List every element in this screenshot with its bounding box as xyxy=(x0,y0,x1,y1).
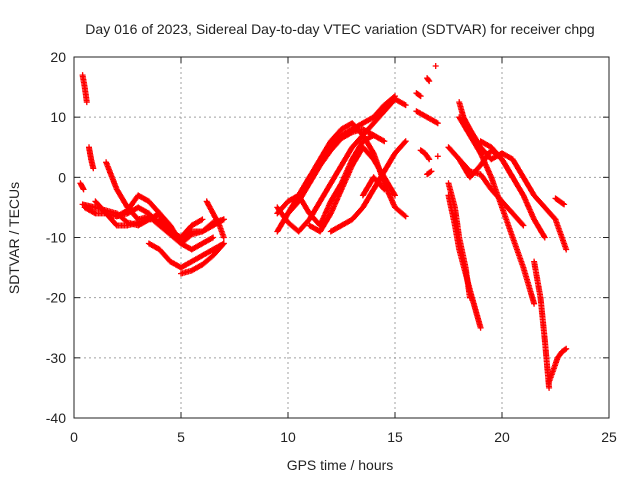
y-tick-label: -30 xyxy=(46,350,66,366)
y-tick-label: 10 xyxy=(50,109,66,125)
grid-lines xyxy=(74,57,609,418)
x-tick-label: 25 xyxy=(601,429,617,445)
y-tick-label: -20 xyxy=(46,290,66,306)
x-tick-label: 10 xyxy=(280,429,296,445)
data-marks xyxy=(77,63,570,391)
series-arc-01 xyxy=(79,72,90,106)
x-tick-label: 15 xyxy=(387,429,403,445)
series-arc-23 xyxy=(413,108,441,127)
y-tick-label: -10 xyxy=(46,230,66,246)
y-tick-label: -40 xyxy=(46,410,66,426)
series-arc-35 xyxy=(546,345,570,385)
chart-title: Day 016 of 2023, Sidereal Day-to-day VTE… xyxy=(85,21,594,37)
series-arc-13 xyxy=(274,96,409,235)
series-arc-22 xyxy=(432,63,439,69)
x-tick-label: 0 xyxy=(70,429,78,445)
y-tick-label: 0 xyxy=(58,169,66,185)
tick-labels: 0 5 10 15 20 25 -40 -30 -20 -10 0 10 20 xyxy=(46,49,617,445)
x-axis-title: GPS time / hours xyxy=(287,457,394,473)
series-arc-03 xyxy=(77,180,87,193)
series-arc-10 xyxy=(178,240,227,277)
series-arc-17 xyxy=(306,144,398,235)
y-axis-title: SDTVAR / TECUs xyxy=(6,182,22,294)
x-tick-label: 5 xyxy=(177,429,185,445)
series-arc-24 xyxy=(417,147,433,163)
x-tick-label: 20 xyxy=(494,429,510,445)
series-arc-21 xyxy=(424,75,433,85)
series-arc-28 xyxy=(445,180,473,301)
series-arc-25 xyxy=(434,153,441,160)
series-arc-36 xyxy=(552,195,568,208)
series-arc-02 xyxy=(86,144,97,172)
series-arc-29 xyxy=(456,99,570,253)
series-arc-26 xyxy=(424,168,435,178)
series-arc-09 xyxy=(145,240,227,271)
series-arc-11 xyxy=(203,198,227,241)
series-arc-20 xyxy=(413,90,424,100)
y-tick-label: 20 xyxy=(50,49,66,65)
series-arc-08 xyxy=(113,192,217,253)
axis-ticks xyxy=(73,56,610,419)
series-arc-34 xyxy=(531,258,553,391)
series-arc-33 xyxy=(477,138,516,181)
series-arc-19 xyxy=(359,174,388,199)
